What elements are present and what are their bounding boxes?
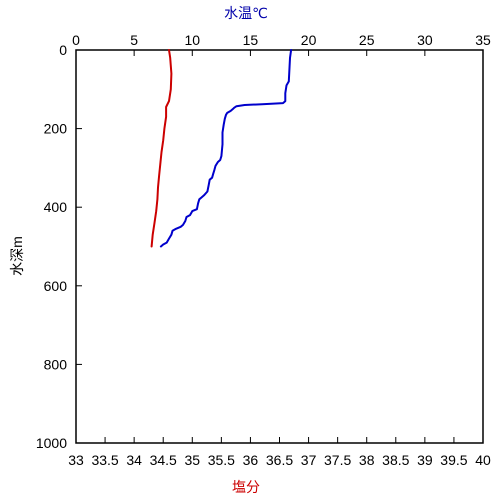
top-tick-label: 25 [359,32,375,48]
y-axis-ticks: 0 200 400 600 800 1000 [36,42,82,451]
top-tick-label: 35 [475,32,491,48]
top-axis-ticks: 0 5 10 15 20 25 30 35 [72,32,491,56]
temperature-profile-line [159,49,293,248]
top-tick-label: 20 [301,32,317,48]
bottom-tick-label: 35.5 [208,452,235,468]
top-axis-title: 水温℃ [224,5,268,21]
bottom-tick-label: 39 [417,452,433,468]
bottom-tick-label: 34.5 [150,452,177,468]
bottom-axis-title: 塩分 [232,479,260,495]
y-tick-label: 800 [44,356,68,372]
top-tick-label: 5 [130,32,138,48]
bottom-tick-label: 40 [475,452,491,468]
series-layer [150,49,293,248]
bottom-tick-label: 36.5 [266,452,293,468]
y-axis-title: 水深m [9,236,25,276]
top-tick-label: 15 [243,32,259,48]
y-tick-label: 0 [59,42,67,58]
top-tick-label: 10 [184,32,200,48]
bottom-tick-label: 36 [243,452,259,468]
salinity-profile-line [150,49,173,248]
bottom-tick-label: 33 [68,452,84,468]
bottom-tick-label: 34 [126,452,142,468]
y-tick-label: 400 [44,199,68,215]
bottom-tick-label: 38.5 [382,452,409,468]
bottom-tick-label: 39.5 [440,452,467,468]
y-tick-label: 200 [44,121,68,137]
bottom-tick-label: 38 [359,452,375,468]
bottom-axis-ticks: 33 33.5 34 34.5 35 35.5 36 36.5 37 37.5 38 38.5 39 39… [68,437,491,468]
bottom-tick-label: 35 [184,452,200,468]
bottom-tick-label: 33.5 [91,452,118,468]
bottom-tick-label: 37 [301,452,317,468]
bottom-tick-label: 37.5 [324,452,351,468]
top-tick-label: 30 [417,32,433,48]
y-tick-label: 1000 [36,435,67,451]
top-tick-label: 0 [72,32,80,48]
y-tick-label: 600 [44,278,68,294]
